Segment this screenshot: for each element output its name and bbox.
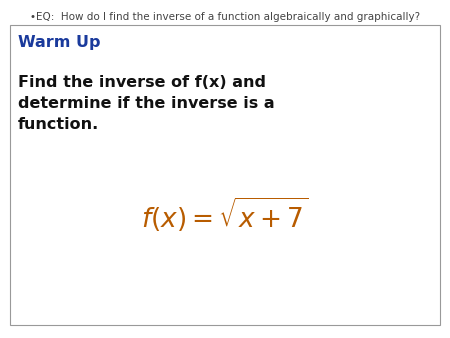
Text: Find the inverse of f(x) and
determine if the inverse is a
function.: Find the inverse of f(x) and determine i… (18, 75, 274, 132)
Text: •EQ:  How do I find the inverse of a function algebraically and graphically?: •EQ: How do I find the inverse of a func… (30, 12, 420, 22)
Text: Warm Up: Warm Up (18, 35, 100, 50)
Bar (10, 25, 440, 325)
Text: $f(x) = \sqrt{x + 7}$: $f(x) = \sqrt{x + 7}$ (141, 196, 309, 234)
